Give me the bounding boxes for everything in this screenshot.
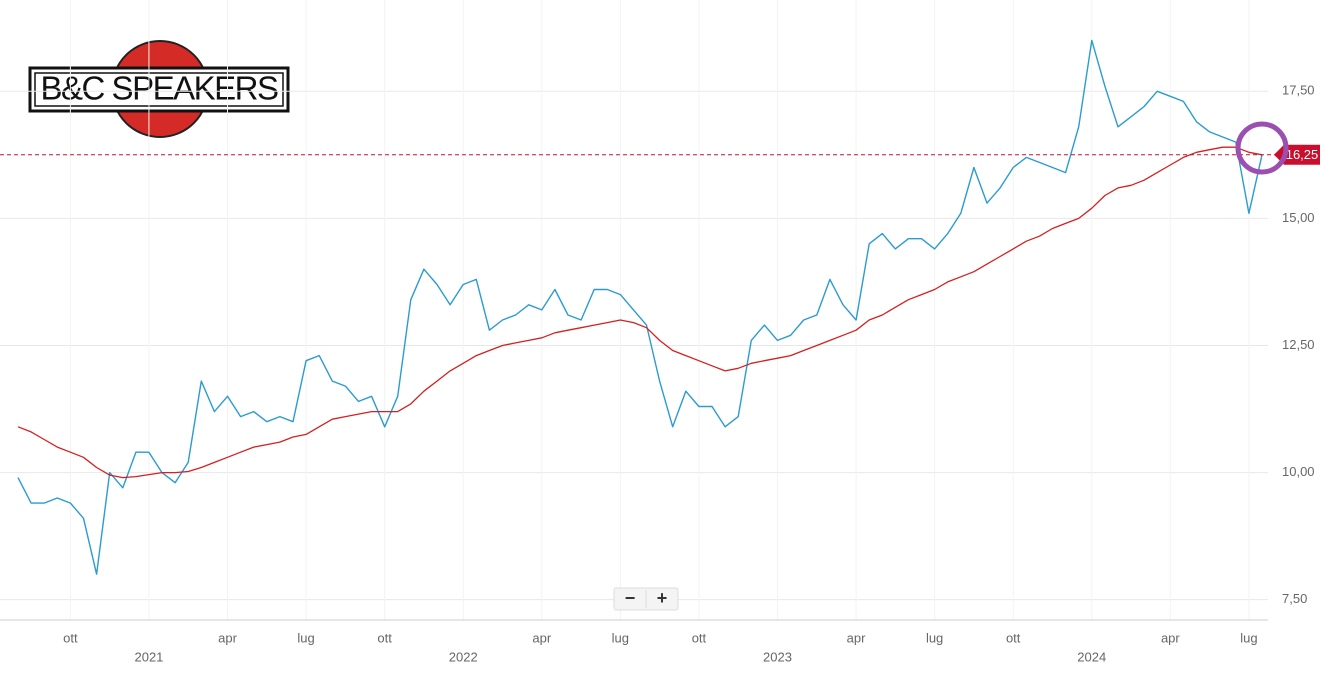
y-tick-label: 17,50 [1282, 83, 1315, 98]
last-price-label: 16,25 [1286, 147, 1319, 162]
x-tick-label: lug [297, 630, 314, 645]
zoom-in-button[interactable]: + [657, 588, 668, 608]
x-tick-label: ott [1006, 630, 1021, 645]
x-tick-label: apr [218, 630, 237, 645]
logo-inner-box [34, 72, 284, 107]
x-year-label: 2022 [449, 649, 478, 664]
x-tick-label: lug [612, 630, 629, 645]
y-tick-label: 10,00 [1282, 464, 1315, 479]
x-tick-label: apr [1161, 630, 1180, 645]
x-tick-label: lug [926, 630, 943, 645]
x-tick-label: apr [847, 630, 866, 645]
highlight-circle [1235, 121, 1289, 175]
logo: B&C SPEAKERS [28, 40, 290, 138]
series-line [17, 146, 1263, 479]
zoom-controls: − + [613, 587, 679, 611]
y-tick-label: 15,00 [1282, 210, 1315, 225]
x-tick-label: ott [692, 630, 707, 645]
logo-text: B&C SPEAKERS [41, 70, 278, 107]
logo-box [28, 66, 290, 113]
series-line [17, 39, 1263, 575]
x-year-label: 2021 [134, 649, 163, 664]
x-tick-label: ott [63, 630, 78, 645]
plot: 7,50 10,00 12,50 15,00 17,50 ott 2021 apr lug ott… [0, 0, 1320, 664]
y-tick-label: 7,50 [1282, 591, 1307, 606]
x-year-label: 2024 [1077, 649, 1106, 664]
x-tick-label: apr [532, 630, 551, 645]
y-tick-label: 12,50 [1282, 337, 1315, 352]
zoom-out-button[interactable]: − [625, 588, 636, 608]
x-tick-label: ott [377, 630, 392, 645]
x-tick-label: lug [1240, 630, 1257, 645]
x-year-label: 2023 [763, 649, 792, 664]
